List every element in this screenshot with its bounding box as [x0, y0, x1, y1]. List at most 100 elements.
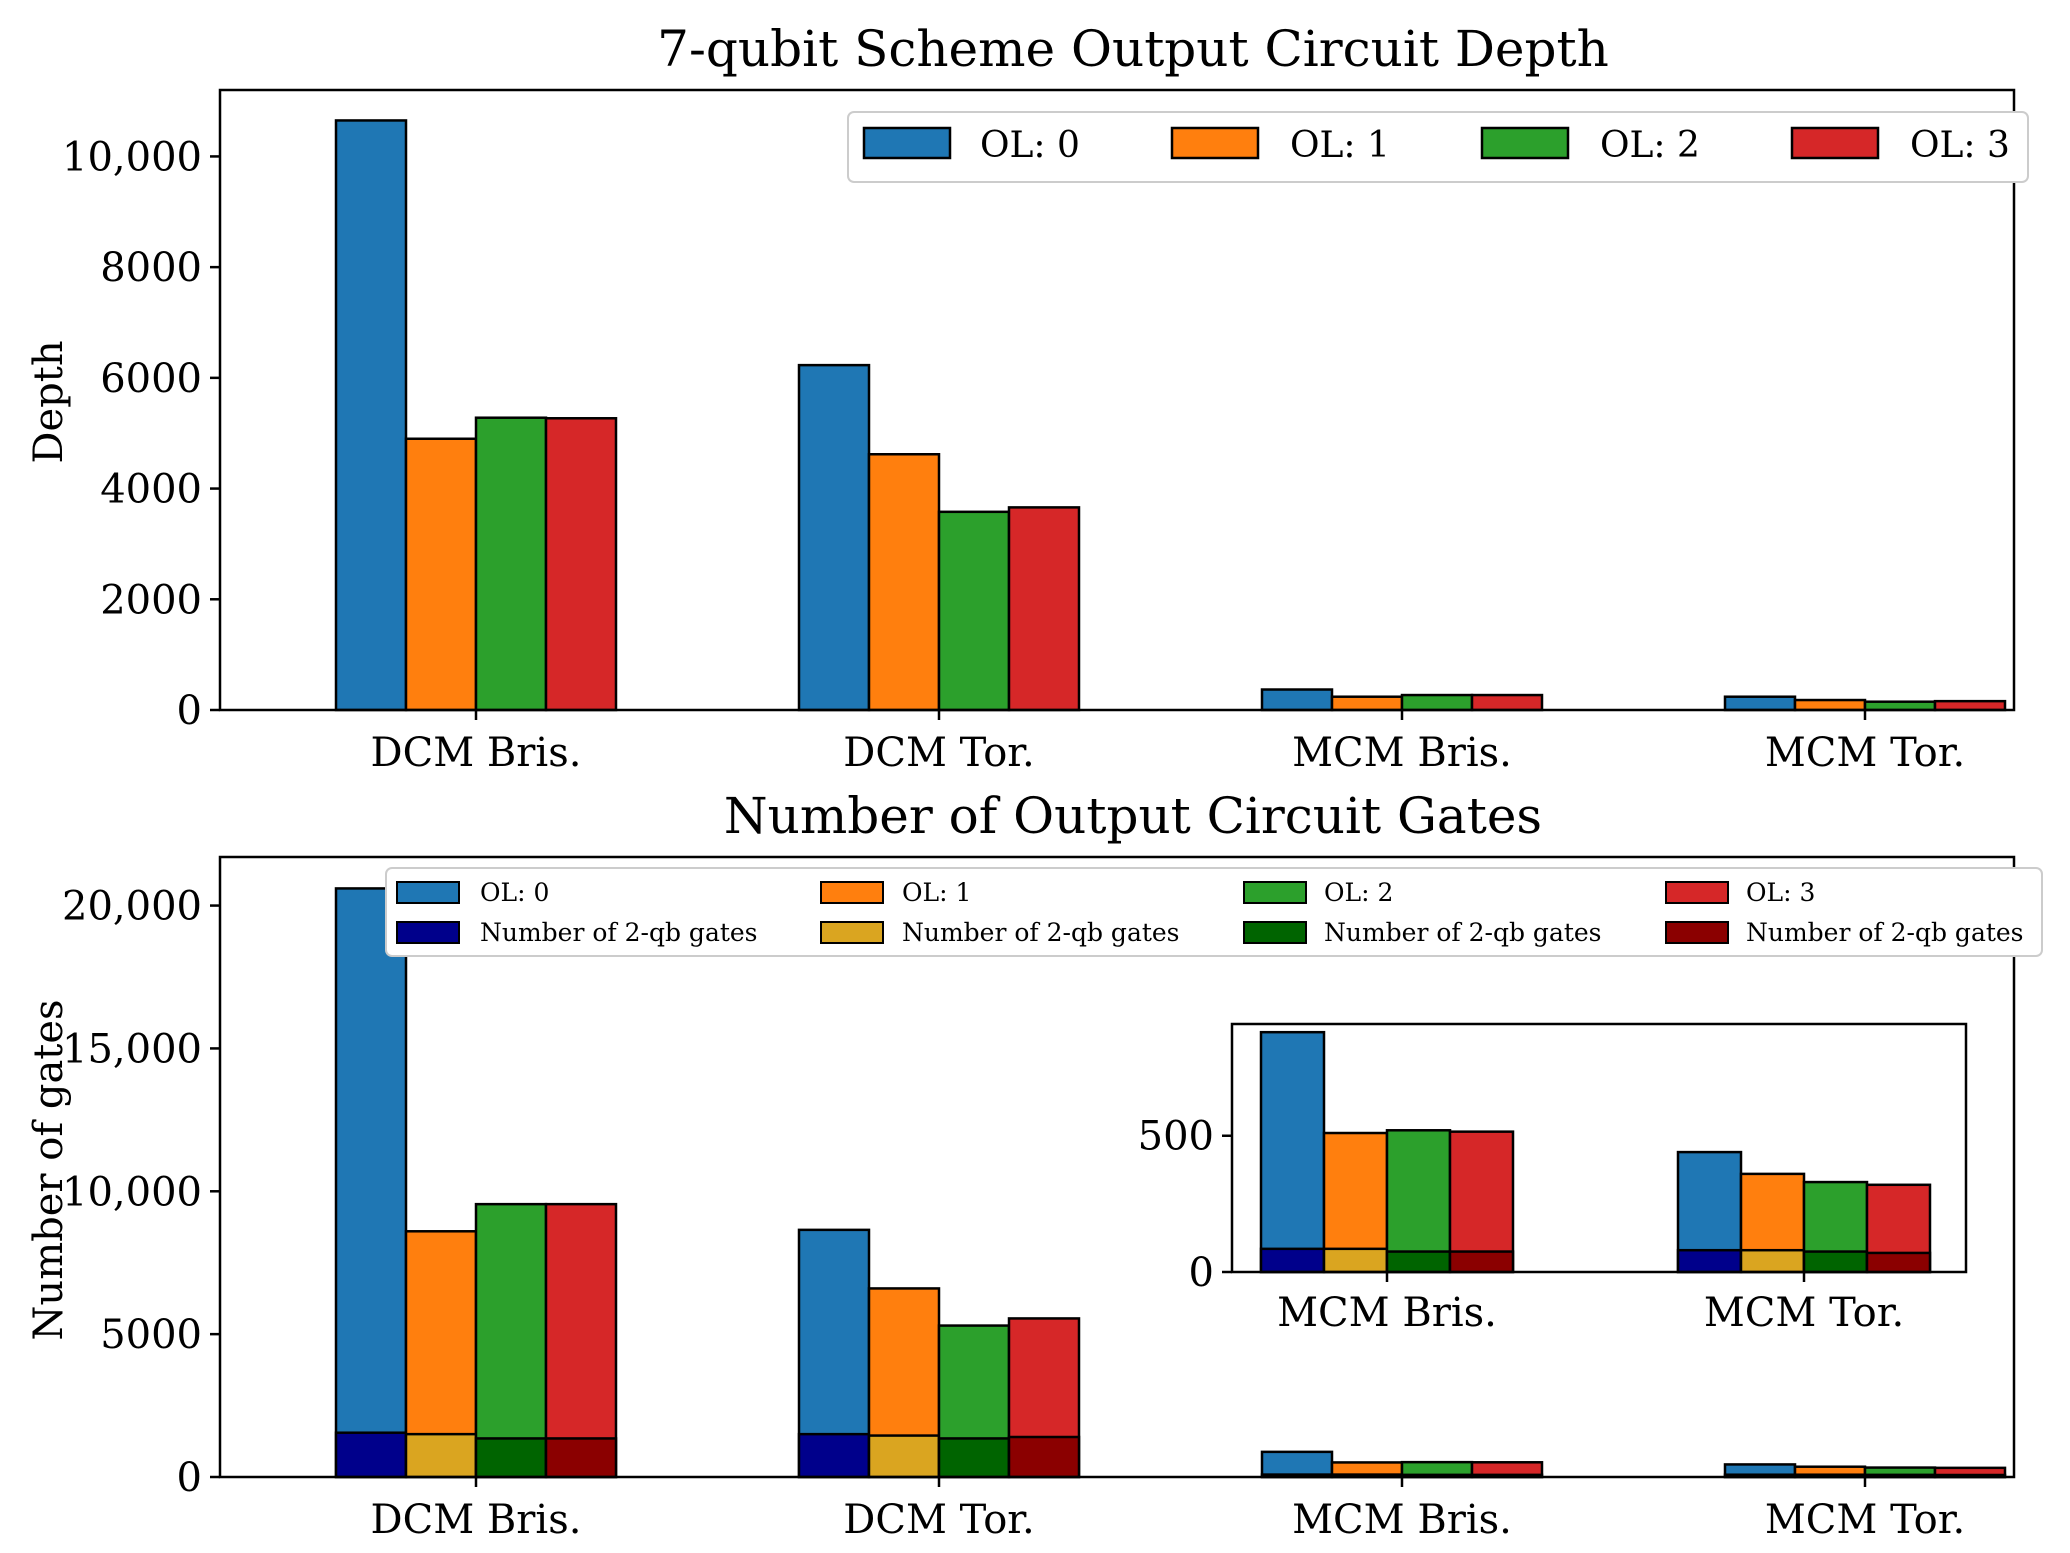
inset-2qb-bar-ol1-cat1 — [1739, 1248, 1806, 1274]
depth-xtick-label-2: MCM Bris. — [1292, 730, 1512, 776]
gates-chart-ylabel: Number of gates — [26, 999, 72, 1340]
inset-2qb-bar-ol3-cat1 — [1865, 1251, 1932, 1274]
depth-ytick-label-2: 4000 — [100, 467, 202, 513]
depth-chart-yticks: 0 2000 4000 6000 8000 10,000 — [62, 134, 220, 734]
gates-chart-xticks: DCM Bris. DCM Tor. MCM Bris. MCM Tor. — [371, 1477, 1965, 1543]
gates-chart-yticks: 0 5000 10,000 15,000 20,000 — [62, 884, 220, 1501]
depth-ytick-label-1: 2000 — [100, 577, 202, 623]
gates-inset-frame — [1230, 1022, 1968, 1274]
gates-2qb-bar-ol1-cat0 — [404, 1432, 478, 1479]
gates-2qb-bar-ol0-cat1 — [797, 1432, 871, 1479]
depth-bar-ol3-cat3 — [1933, 699, 2007, 712]
gates-inset-xticks: MCM Bris. MCM Tor. — [1277, 1272, 1904, 1336]
depth-chart: 7-qubit Scheme Output Circuit Depth Dept… — [26, 20, 2029, 776]
depth-chart-xticks: DCM Bris. DCM Tor. MCM Bris. MCM Tor. — [371, 710, 1965, 776]
depth-ytick-label-3: 6000 — [100, 356, 202, 402]
gates-ytick-label-4: 20,000 — [62, 884, 202, 930]
gates-xtick-label-0: DCM Bris. — [371, 1497, 582, 1543]
depth-legend-entry-ol0: OL: 0 — [862, 125, 1080, 166]
depth-legend-label-ol3: OL: 3 — [1910, 125, 2010, 166]
depth-bar-ol0-cat0 — [334, 119, 408, 712]
depth-xtick-label-1: DCM Tor. — [843, 730, 1034, 776]
depth-legend-swatch-ol1 — [1170, 126, 1260, 160]
gates-legend-swatch-ol3 — [1665, 881, 1729, 904]
gates-legend-swatch-2qb-ol1 — [820, 921, 884, 944]
depth-legend-frame — [847, 111, 2029, 183]
inset-xtick-label-0: MCM Bris. — [1277, 1290, 1497, 1336]
depth-bar-ol0-cat2 — [1260, 688, 1334, 712]
gates-2qb-bar-ol3-cat1 — [1007, 1435, 1081, 1479]
inset-2qb-bar-ol0-cat1 — [1676, 1248, 1743, 1274]
gates-ytick-label-1: 5000 — [100, 1312, 202, 1358]
depth-ytick-label-4: 8000 — [100, 245, 202, 291]
inset-xtick-label-1: MCM Tor. — [1704, 1290, 1904, 1336]
gates-xtick-label-2: MCM Bris. — [1292, 1497, 1512, 1543]
inset-2qb-bar-ol2-cat1 — [1802, 1250, 1869, 1274]
inset-bar-ol2-cat0 — [1385, 1129, 1452, 1274]
gates-legend-entry-ol0: OL: 0 — [396, 878, 549, 907]
gates-2qb-bar-ol2-cat0 — [474, 1437, 548, 1479]
gates-chart-title: Number of Output Circuit Gates — [724, 787, 1542, 845]
gates-bar-ol3-cat0 — [544, 1202, 618, 1479]
gates-inset-bars — [1259, 1030, 1932, 1274]
depth-xtick-label-3: MCM Tor. — [1765, 730, 1965, 776]
depth-chart-axes-frame — [218, 88, 2016, 712]
depth-bar-ol2-cat0 — [474, 416, 548, 712]
depth-bar-ol0-cat1 — [797, 363, 871, 712]
inset-ytick-label-0: 0 — [1189, 1250, 1214, 1296]
gates-legend-entry-2qb-ol0: Number of 2-qb gates — [396, 918, 758, 947]
depth-legend-entry-ol1: OL: 1 — [1170, 125, 1390, 166]
depth-chart-ylabel: Depth — [26, 340, 72, 463]
gates-2qb-bar-ol2-cat1 — [937, 1437, 1011, 1479]
gates-legend-entry-ol1: OL: 1 — [820, 878, 971, 907]
gates-xtick-label-3: MCM Tor. — [1765, 1497, 1965, 1543]
gates-legend-label-2qb-ol3: Number of 2-qb gates — [1746, 918, 2024, 947]
depth-legend-label-ol1: OL: 1 — [1290, 125, 1390, 166]
gates-legend-label-ol2: OL: 2 — [1324, 878, 1393, 907]
gates-bar-ol0-cat0 — [334, 887, 408, 1479]
gates-chart: Number of Output Circuit Gates Number of… — [26, 787, 2043, 1543]
depth-bar-ol1-cat1 — [867, 453, 941, 712]
gates-inset: 0 500 MCM Bris. MCM Tor. — [1138, 1022, 1968, 1336]
gates-2qb-bar-ol1-cat1 — [867, 1434, 941, 1479]
depth-chart-bars — [334, 119, 2007, 712]
depth-bar-ol3-cat0 — [544, 417, 618, 712]
gates-2qb-bar-ol3-cat0 — [544, 1437, 618, 1479]
inset-2qb-bar-ol1-cat0 — [1322, 1247, 1389, 1274]
gates-legend-swatch-ol1 — [820, 881, 884, 904]
inset-bar-ol0-cat0 — [1259, 1030, 1326, 1274]
depth-legend-swatch-ol3 — [1790, 126, 1880, 160]
gates-legend-entry-2qb-ol2: Number of 2-qb gates — [1243, 918, 1602, 947]
gates-bar-ol2-cat0 — [474, 1202, 548, 1479]
depth-chart-legend: OL: 0 OL: 1 OL: 2 OL: 3 — [847, 111, 2029, 183]
gates-chart-legend: OL: 0 Number of 2-qb gates OL: 1 Number … — [385, 867, 2043, 957]
depth-bar-ol0-cat3 — [1723, 695, 1797, 712]
gates-legend-label-2qb-ol1: Number of 2-qb gates — [902, 918, 1180, 947]
depth-bar-ol3-cat2 — [1470, 693, 1544, 712]
gates-legend-label-2qb-ol2: Number of 2-qb gates — [1324, 918, 1602, 947]
depth-bar-ol2-cat1 — [937, 510, 1011, 712]
gates-legend-entry-2qb-ol1: Number of 2-qb gates — [820, 918, 1180, 947]
inset-ytick-label-1: 500 — [1138, 1114, 1214, 1160]
depth-chart-title: 7-qubit Scheme Output Circuit Depth — [657, 20, 1609, 78]
depth-legend-swatch-ol2 — [1480, 126, 1570, 160]
depth-ytick-label-0: 0 — [177, 688, 202, 734]
gates-legend-frame — [385, 867, 2043, 957]
depth-bar-ol1-cat3 — [1793, 698, 1867, 712]
gates-legend-label-2qb-ol0: Number of 2-qb gates — [480, 918, 758, 947]
gates-legend-swatch-2qb-ol2 — [1243, 921, 1307, 944]
depth-legend-swatch-ol0 — [862, 126, 952, 160]
gates-chart-axes-frame — [218, 855, 2016, 1479]
depth-legend-label-ol0: OL: 0 — [980, 125, 1080, 166]
depth-xtick-label-0: DCM Bris. — [371, 730, 582, 776]
gates-inset-yticks: 0 500 — [1138, 1114, 1232, 1296]
gates-xtick-label-1: DCM Tor. — [843, 1497, 1034, 1543]
gates-ytick-label-2: 10,000 — [62, 1169, 202, 1215]
gates-legend-entry-ol3: OL: 3 — [1665, 878, 1815, 907]
inset-2qb-bar-ol2-cat0 — [1385, 1250, 1452, 1274]
depth-legend-entry-ol2: OL: 2 — [1480, 125, 1700, 166]
depth-ytick-label-5: 10,000 — [62, 134, 202, 180]
gates-legend-swatch-2qb-ol0 — [396, 921, 460, 944]
gates-bar-ol0-cat2 — [1260, 1450, 1334, 1479]
